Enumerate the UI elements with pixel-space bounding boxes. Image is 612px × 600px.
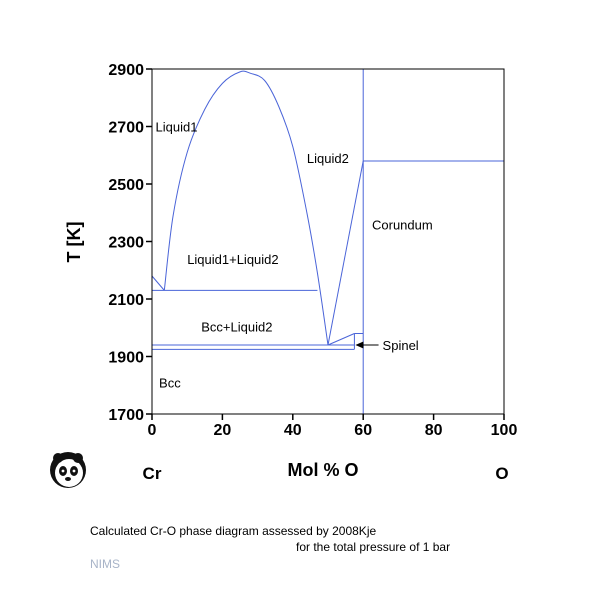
y-tick-label: 1700 bbox=[108, 407, 144, 424]
y-tick-label: 2700 bbox=[108, 120, 144, 137]
end-member-left: Cr bbox=[143, 464, 162, 483]
boundary-miscibility-gap-dome bbox=[163, 70, 329, 346]
caption-line-1: Calculated Cr-O phase diagram assessed b… bbox=[90, 524, 377, 538]
y-tick-label: 2500 bbox=[108, 177, 144, 194]
region-label: Liquid1+Liquid2 bbox=[187, 252, 278, 267]
plot-area bbox=[151, 68, 505, 415]
region-label: Liquid1 bbox=[156, 120, 198, 135]
region-label: Liquid2 bbox=[307, 151, 349, 166]
region-label: Corundum bbox=[372, 217, 433, 232]
x-tick-label: 100 bbox=[491, 422, 518, 439]
source-label: NIMS bbox=[90, 557, 120, 571]
x-tick-label: 60 bbox=[354, 422, 372, 439]
caption-line-2: for the total pressure of 1 bar bbox=[296, 540, 451, 554]
y-tick-label: 2900 bbox=[108, 62, 144, 79]
region-label: Bcc bbox=[159, 375, 181, 390]
boundary-liquid2-liquidus bbox=[327, 160, 364, 346]
boundary-liquid1-liquidus bbox=[151, 275, 165, 291]
annotation-arrowhead bbox=[355, 341, 364, 349]
x-tick-label: 20 bbox=[214, 422, 232, 439]
x-tick-label: 0 bbox=[148, 422, 157, 439]
panda-icon bbox=[50, 452, 86, 488]
x-tick-label: 80 bbox=[425, 422, 443, 439]
y-axis-label: T [K] bbox=[64, 222, 84, 263]
y-tick-label: 2100 bbox=[108, 292, 144, 309]
y-tick-label: 1900 bbox=[108, 350, 144, 367]
boundary-spinel-liquidus bbox=[327, 333, 355, 346]
x-axis-label: Mol % O bbox=[288, 460, 359, 480]
x-tick-label: 40 bbox=[284, 422, 302, 439]
annotation-label: Spinel bbox=[383, 338, 419, 353]
y-tick-label: 2300 bbox=[108, 235, 144, 252]
end-member-right: O bbox=[495, 464, 508, 483]
region-label: Bcc+Liquid2 bbox=[201, 319, 272, 334]
